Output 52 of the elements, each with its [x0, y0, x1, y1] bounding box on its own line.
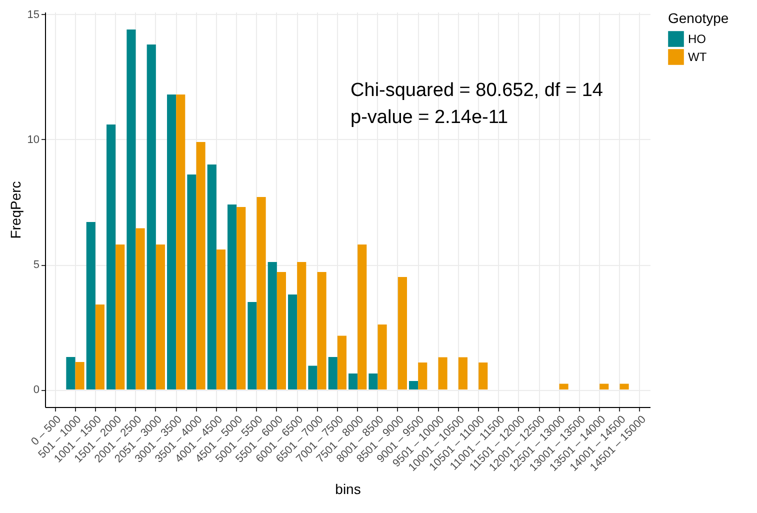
bar	[328, 357, 338, 390]
bar	[106, 124, 116, 390]
bar	[196, 142, 206, 390]
bar	[156, 244, 165, 390]
annotation: p-value = 2.14e-11	[350, 107, 508, 128]
bar	[398, 277, 407, 390]
bar	[86, 222, 96, 390]
bar	[288, 294, 298, 390]
bar	[620, 384, 629, 390]
bar	[418, 362, 428, 390]
y-tick-label: 5	[33, 259, 40, 271]
bar	[75, 362, 84, 390]
bar	[136, 228, 145, 390]
y-tick-label: 0	[33, 384, 40, 396]
legend-title: Genotype	[668, 10, 729, 26]
annotation: Chi-squared = 80.652, df = 14	[350, 80, 604, 101]
bar	[116, 244, 125, 390]
bar	[409, 381, 418, 390]
bar	[276, 272, 286, 390]
bar	[308, 366, 318, 390]
bar	[248, 302, 257, 390]
bar	[438, 357, 448, 390]
bar	[368, 374, 378, 390]
legend-label: WT	[688, 50, 708, 64]
bar	[126, 30, 136, 390]
bar	[207, 164, 216, 390]
bar	[268, 262, 277, 390]
bar	[297, 262, 306, 390]
bar	[95, 304, 104, 390]
bar	[216, 250, 226, 390]
bar	[228, 204, 237, 390]
bar	[317, 272, 326, 390]
bar	[358, 244, 367, 390]
bar	[337, 336, 346, 390]
x-axis-title: bins	[335, 481, 361, 498]
bar	[146, 44, 156, 390]
y-tick-label: 10	[27, 134, 40, 146]
bar	[478, 362, 488, 390]
bar	[236, 207, 246, 390]
bar	[348, 374, 358, 390]
bar	[66, 357, 76, 390]
bar	[167, 94, 176, 390]
bar	[458, 357, 468, 390]
bar	[559, 384, 568, 390]
bar	[187, 174, 196, 390]
legend-label: HO	[688, 32, 706, 46]
bar	[600, 384, 609, 390]
bar	[176, 94, 186, 390]
y-axis-title: FreqPerc	[7, 181, 24, 239]
y-tick-label: 15	[27, 9, 40, 21]
bar	[378, 324, 387, 390]
bar	[256, 197, 266, 390]
